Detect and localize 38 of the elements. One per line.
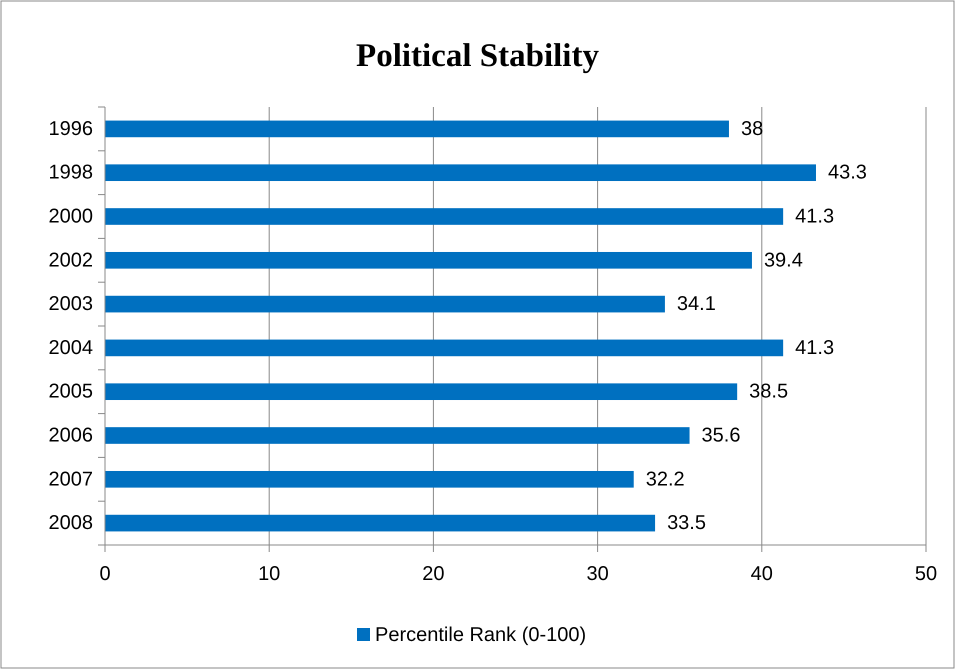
data-label: 41.3: [795, 206, 834, 228]
x-tick-label: 40: [750, 563, 773, 585]
y-tick-label: 2004: [48, 336, 93, 359]
y-tick-label: 2002: [48, 249, 93, 272]
bar: [105, 296, 665, 312]
bar: [105, 427, 690, 444]
x-tick-label: 20: [422, 563, 445, 585]
bar: [105, 164, 816, 182]
data-label: 38: [740, 118, 764, 140]
y-tick-label: 2005: [48, 380, 93, 403]
bar: [105, 383, 738, 400]
bar: [105, 514, 656, 532]
x-tick-label: 30: [586, 563, 609, 585]
x-tick-label: 50: [914, 563, 938, 585]
bar: [105, 340, 784, 356]
data-label: 41.3: [795, 336, 834, 359]
y-tick-label: 2000: [48, 206, 93, 228]
y-tick-label: 1998: [48, 162, 93, 184]
bar: [105, 252, 752, 269]
data-label: 34.1: [676, 293, 716, 316]
data-label: 33.5: [667, 512, 706, 534]
bar: [105, 208, 784, 225]
data-label: 39.4: [764, 249, 803, 272]
data-label: 32.2: [646, 468, 685, 490]
data-label: 43.3: [828, 162, 867, 184]
y-tick-label: 2003: [48, 293, 93, 316]
bar: [105, 470, 634, 488]
y-tick-label: 2008: [48, 512, 93, 534]
y-tick-label: 2007: [48, 468, 93, 490]
bar: [105, 120, 729, 138]
data-label: 35.6: [702, 424, 740, 446]
y-tick-label: 2006: [48, 424, 93, 446]
x-tick-label: 10: [258, 563, 280, 585]
x-tick-label: 0: [99, 563, 111, 585]
legend-label: Percentile Rank (0-100): [375, 624, 586, 646]
chart-title: Political Stability: [356, 38, 600, 74]
y-tick-label: 1996: [48, 118, 93, 140]
data-label: 38.5: [749, 380, 788, 403]
